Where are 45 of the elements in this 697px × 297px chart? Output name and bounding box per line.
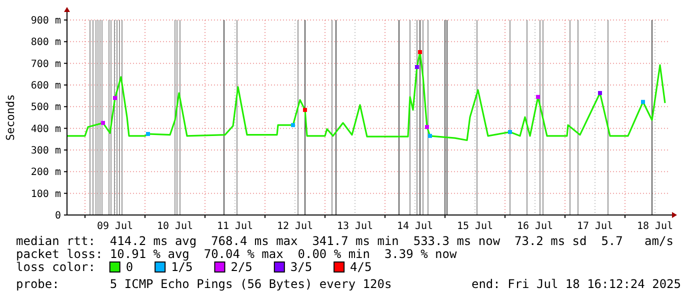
- x-tick-label: 18 Jul: [636, 221, 674, 232]
- y-tick-label: 200 m: [30, 167, 61, 178]
- y-tick-label: 400 m: [30, 124, 61, 135]
- legend-label: 4/5: [350, 260, 372, 274]
- x-tick-label: 09 Jul: [96, 221, 134, 232]
- legend-label: 2/5: [230, 260, 252, 274]
- y-tick-label: 900 m: [30, 16, 61, 26]
- y-tick-label: 0: [54, 210, 61, 222]
- y-tick-label: 100 m: [30, 188, 61, 200]
- point: [425, 125, 429, 130]
- text: end: Fri Jul 18 16:12:24 2025: [471, 277, 681, 291]
- point: [291, 123, 295, 128]
- point: [101, 120, 105, 125]
- point: [598, 91, 602, 96]
- point: [303, 108, 307, 112]
- y-tick-label: 600 m: [30, 80, 61, 92]
- legend-label: 3/5: [290, 260, 312, 274]
- x-tick-label: 14 Jul: [396, 221, 434, 232]
- line-series: [66, 51, 666, 142]
- y-tick-label: 300 m: [30, 146, 61, 156]
- point: [428, 134, 432, 138]
- legend-title: loss color:: [16, 260, 96, 274]
- x-tick-label: 10 Jul: [156, 221, 194, 232]
- point: [415, 65, 419, 70]
- x-tick-label: 17 Jul: [576, 221, 614, 232]
- point: [641, 100, 645, 104]
- x-tick-label: 13 Jul: [336, 221, 374, 232]
- point: [146, 132, 150, 136]
- text: packet loss: 10.91 % avg 70.04 % max 0.00 % min 3.39 % now: [16, 247, 458, 261]
- y-tick-label: 500 m: [30, 102, 61, 114]
- y-tick-label: 700 m: [30, 58, 61, 70]
- y-tick-label: 800 m: [30, 37, 61, 48]
- point: [418, 50, 422, 54]
- x-tick-label: 12 Jul: [276, 221, 314, 232]
- x-tick-label: 16 Jul: [516, 221, 554, 232]
- legend-label: 0: [126, 260, 134, 274]
- legend-label: 1/5: [171, 260, 193, 274]
- x-tick-label: 11 Jul: [216, 221, 254, 232]
- x-tick-label: 15 Jul: [456, 221, 494, 232]
- text: probe: 5 ICMP Echo Pings (56 Bytes) every 120s: [16, 277, 392, 291]
- point: [113, 96, 117, 100]
- text: median rtt: 414.2 ms avg 768.4 ms max 341.7 ms min 533.3 ms now 73.2 ms sd 5.7 am/s: [16, 234, 674, 248]
- point: [536, 94, 540, 99]
- point: [508, 130, 512, 134]
- y-axis-title: Seconds: [4, 94, 17, 141]
